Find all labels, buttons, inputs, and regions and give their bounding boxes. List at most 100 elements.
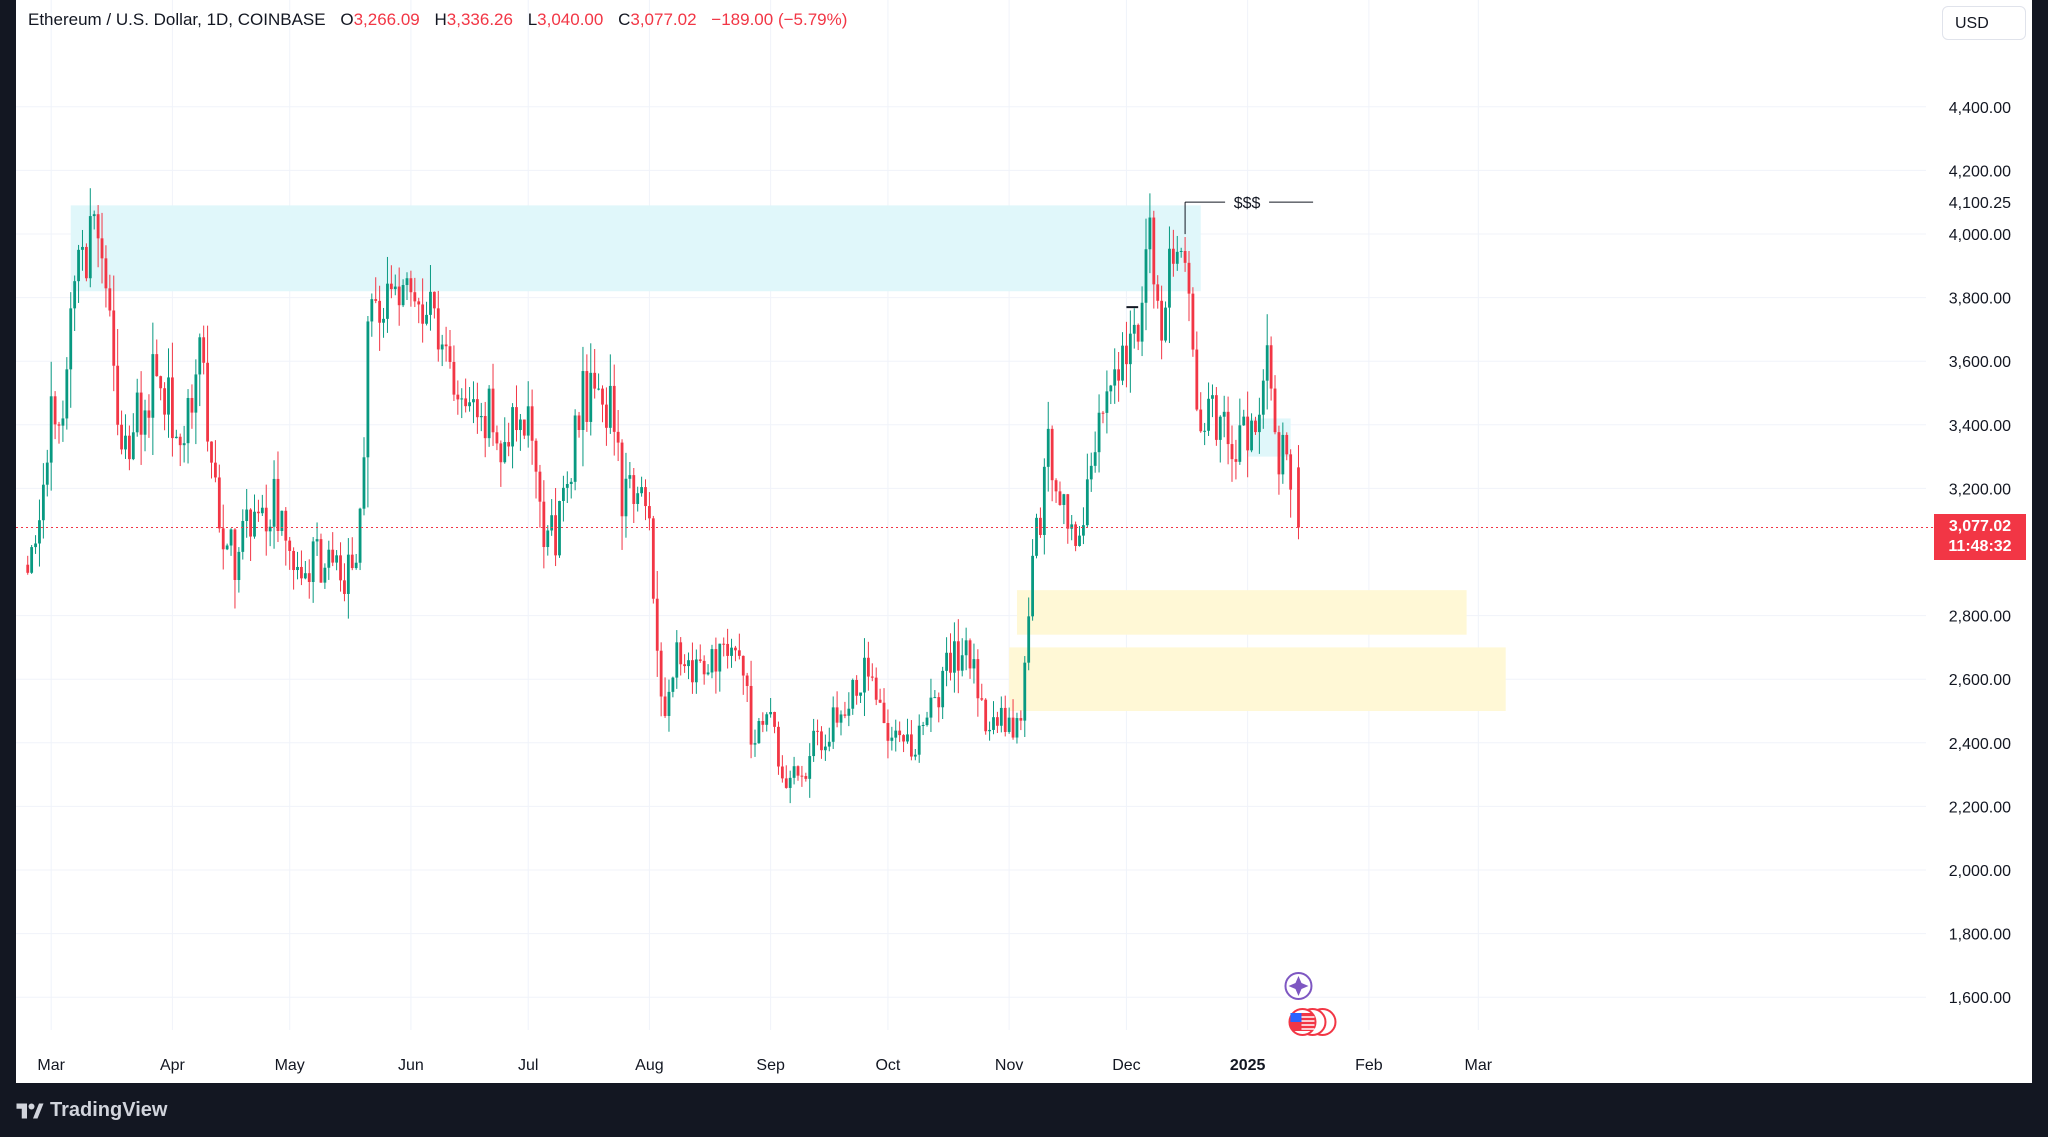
candle-body — [268, 526, 272, 532]
candle — [648, 492, 651, 531]
high-label: H — [434, 10, 447, 29]
candle-body — [307, 573, 311, 583]
candle — [726, 628, 730, 669]
candle-body — [968, 640, 972, 669]
symbol-name[interactable]: Ethereum / U.S. Dollar, 1D, COINBASE — [28, 10, 326, 29]
candle — [88, 188, 92, 288]
tradingview-logo[interactable]: TradingView — [16, 1099, 167, 1122]
candle-body — [929, 697, 933, 718]
candle — [1226, 396, 1230, 465]
currency-selector[interactable]: USD — [1942, 6, 2026, 40]
candle-body — [440, 344, 444, 350]
candle-body — [495, 432, 499, 444]
candle-body — [933, 697, 937, 699]
candle — [847, 692, 851, 727]
candle — [522, 419, 526, 440]
candle — [1218, 415, 1222, 463]
candle — [448, 329, 452, 369]
candle — [131, 413, 135, 461]
candle-body — [116, 365, 120, 425]
candle-body — [741, 655, 745, 676]
candle — [718, 643, 722, 692]
candle-body — [374, 299, 378, 301]
candle-body — [253, 511, 256, 537]
candle-body — [1058, 491, 1062, 505]
candle-body — [143, 410, 147, 435]
candle — [878, 688, 882, 704]
candle-body — [366, 321, 370, 458]
candle-body — [198, 337, 202, 375]
candle — [49, 361, 53, 491]
candle-body — [1257, 414, 1261, 433]
price-axis[interactable]: 1,600.00 1,800.00 2,000.00 2,200.00 2,400.00… — [1949, 100, 2011, 1007]
candle — [73, 275, 77, 331]
candle — [1254, 416, 1257, 435]
candle-body — [890, 737, 894, 741]
candle — [999, 696, 1003, 733]
candle — [45, 449, 49, 497]
candle-body — [906, 734, 909, 742]
candle-body — [327, 549, 331, 568]
candle-body — [663, 696, 667, 716]
candle-body — [675, 642, 679, 678]
candle-body — [217, 477, 221, 529]
candle — [65, 357, 69, 430]
candle-body — [765, 714, 769, 725]
candle — [1168, 226, 1171, 344]
candle-body — [464, 398, 468, 407]
candle — [1195, 331, 1199, 412]
zone-supply — [70, 205, 1201, 292]
candle-body — [784, 778, 788, 788]
candle — [913, 748, 917, 761]
chart-frame[interactable]: $$$ 1,600.00 1,800.00 2,000.00 2,200.00 2,40… — [16, 0, 2032, 1083]
candle-body — [1054, 480, 1058, 492]
candle — [581, 346, 585, 467]
candle-body — [397, 286, 401, 306]
candle — [276, 451, 280, 543]
candle-body — [569, 481, 573, 485]
candle — [1015, 712, 1019, 744]
candle — [702, 655, 706, 685]
candle — [159, 375, 163, 401]
candle-body — [393, 286, 397, 290]
candle — [96, 205, 100, 268]
candle — [288, 536, 292, 570]
candle — [221, 504, 225, 570]
low-value: 3,040.00 — [537, 10, 604, 29]
candle — [1050, 425, 1054, 502]
chart-canvas[interactable]: $$$ 1,600.00 1,800.00 2,000.00 2,200.00 2,40… — [16, 0, 2032, 1083]
candle-body — [475, 399, 479, 418]
time-axis[interactable]: Mar Apr May Jun Jul Aug Sep Oct Nov Dec 2025 Feb Mar — [37, 1057, 1492, 1074]
candle — [780, 755, 784, 783]
candle — [147, 394, 151, 438]
candle — [874, 667, 878, 706]
candle — [112, 275, 116, 392]
candle-body — [691, 660, 694, 683]
candle-body — [526, 406, 530, 436]
ai-assistant-icon[interactable] — [1284, 972, 1313, 1000]
chart-overlay: $$$ — [16, 195, 1936, 1036]
candle — [77, 244, 80, 303]
candle-body — [608, 385, 612, 428]
candle — [511, 403, 514, 469]
candle — [687, 652, 690, 680]
candle-body — [1140, 302, 1144, 342]
candle — [143, 399, 147, 452]
candle — [374, 277, 378, 304]
tradingview-logo-icon — [16, 1103, 44, 1118]
candle — [194, 359, 198, 445]
candle-body — [284, 510, 288, 541]
candle — [436, 290, 440, 362]
candle-body — [1246, 416, 1250, 451]
candle — [792, 756, 796, 785]
economic-events-flag-icon[interactable] — [1288, 1008, 1337, 1036]
candle-body — [241, 521, 245, 552]
candle — [827, 727, 831, 752]
candle — [894, 719, 898, 752]
candle — [464, 378, 468, 413]
candle-body — [237, 551, 241, 580]
candle-body — [698, 659, 702, 661]
candle — [425, 301, 428, 326]
candle — [796, 765, 800, 781]
candle-body — [127, 435, 131, 460]
